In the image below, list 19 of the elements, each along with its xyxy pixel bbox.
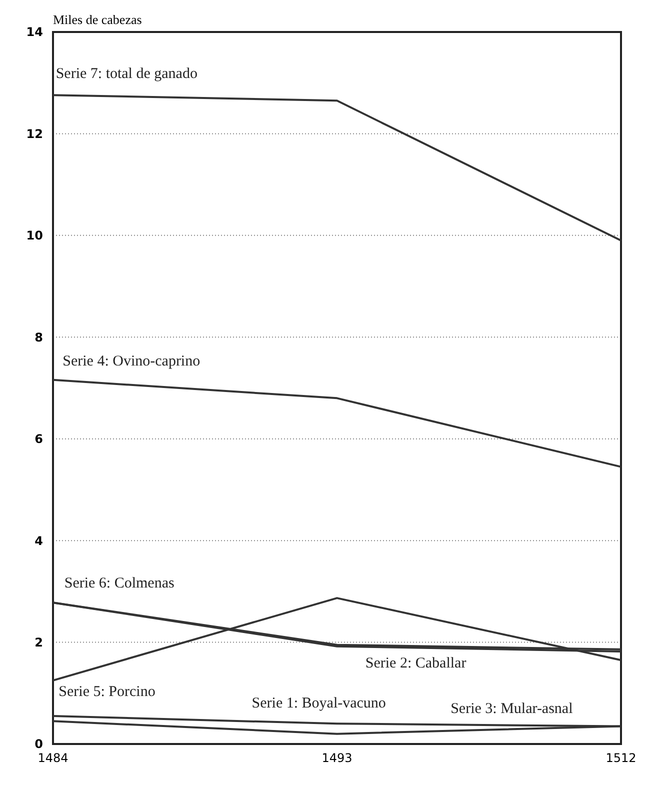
x-tick-label: 1493: [322, 751, 352, 765]
series-label: Serie 5: Porcino: [58, 684, 156, 700]
series-label: Serie 1: Boyal-vacuno: [252, 695, 386, 712]
series-label: Serie 2: Caballar: [365, 655, 466, 672]
y-tick-label: 12: [26, 126, 43, 141]
series-label: Serie 3: Mular-asnal: [450, 700, 573, 717]
y-axis-title: Miles de cabezas: [53, 12, 142, 27]
y-tick-label: 0: [34, 737, 43, 752]
series-label: Serie 6: Colmenas: [64, 575, 175, 592]
y-tick-label: 10: [26, 228, 43, 243]
x-tick-label: 1484: [38, 751, 68, 765]
y-tick-label: 4: [34, 534, 43, 548]
series-label: Serie 4: Ovino-caprino: [62, 353, 200, 370]
y-tick-label: 6: [34, 432, 43, 446]
x-tick-label: 1512: [606, 751, 636, 765]
y-tick-label: 8: [34, 330, 43, 344]
y-tick-label: 14: [26, 25, 43, 40]
y-tick-label: 2: [34, 635, 43, 650]
series-label: Serie 7: total de ganado: [56, 66, 198, 82]
